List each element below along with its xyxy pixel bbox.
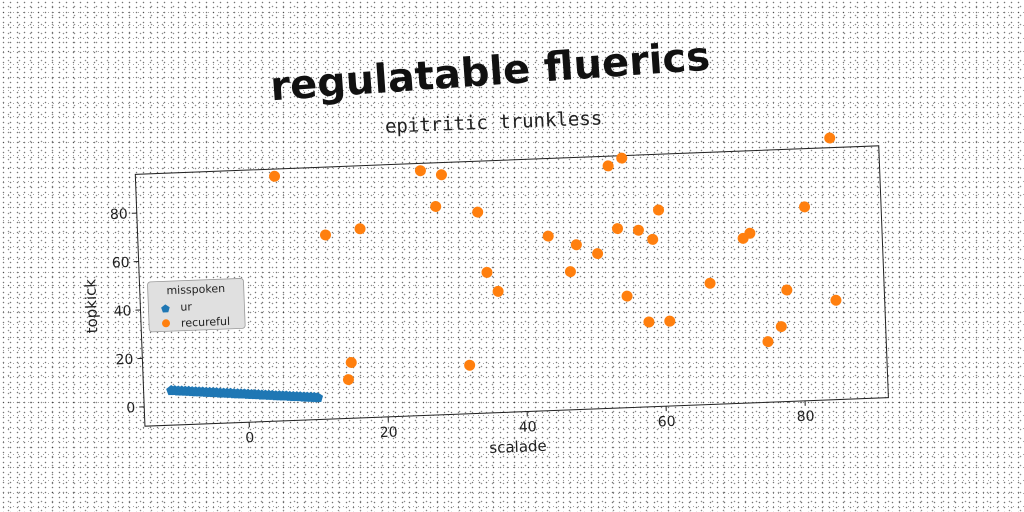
x-tick-label: 0 [245,430,255,446]
point-recureful [319,229,331,241]
chart-subtitle: epitritic trunkless [385,107,603,137]
y-axis: 0 20 40 60 80 [110,206,145,417]
point-recureful [704,277,716,289]
point-recureful [492,285,504,297]
point-recureful [414,165,426,177]
point-recureful [430,200,442,212]
point-recureful [564,266,576,278]
plot-group: epitritic trunkless 0 20 40 60 80 020406080 … [81,107,889,457]
legend-marker-ur [161,304,170,313]
point-recureful [611,223,623,235]
point-recureful [602,160,614,172]
point-recureful [799,201,811,213]
point-recureful [269,170,281,182]
y-tick-label: 80 [110,206,128,223]
series-ur [166,385,324,403]
legend-label-recureful: recureful [181,315,230,330]
legend-box [147,278,246,333]
x-tick-label: 80 [796,408,814,425]
point-recureful [592,248,604,260]
point-recureful [481,266,493,278]
point-recureful [464,359,476,371]
point-recureful [775,321,787,333]
y-tick-label: 20 [115,352,133,369]
legend-label-ur: ur [180,300,192,313]
x-tick-label: 20 [380,425,398,442]
plot-area [134,145,889,427]
point-recureful [762,336,774,348]
point-recureful [632,224,644,236]
x-axis-label: scalade [489,437,547,457]
legend-marker-recureful [162,319,171,328]
point-recureful [824,132,836,144]
series-recureful [269,132,842,386]
point-recureful [342,374,354,386]
chart-title: regulatable fluerics [269,34,712,111]
y-tick-label: 60 [112,255,130,272]
point-recureful [643,316,655,328]
x-tick-label: 40 [519,419,537,436]
y-tick-label: 40 [113,303,131,320]
point-recureful [653,204,665,216]
point-recureful [621,290,633,302]
point-recureful [472,206,484,218]
point-recureful [830,294,842,306]
point-recureful [345,356,357,368]
x-tick-label: 60 [657,414,675,431]
point-ur [312,392,324,403]
point-recureful [744,227,756,239]
point-recureful [664,315,676,327]
point-recureful [542,230,554,242]
point-recureful [354,223,366,235]
x-axis: 0 20 40 60 80 [245,400,815,446]
point-recureful [616,152,628,164]
point-recureful [435,169,447,181]
point-recureful [647,233,659,245]
point-recureful [781,284,793,296]
legend-title: misspoken [166,282,225,297]
y-axis-label: topkick [81,278,101,333]
legend[interactable]: misspoken ur recureful [147,278,246,333]
y-tick-label: 0 [126,400,136,416]
point-recureful [570,239,582,251]
